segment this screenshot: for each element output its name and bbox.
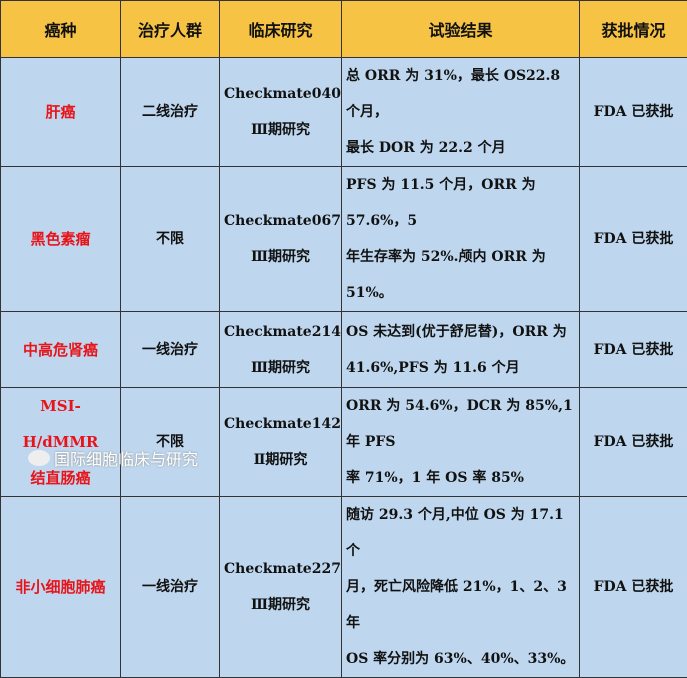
approval-cell: FDA 已获批: [580, 312, 687, 388]
study-cell-line: Checkmate067: [224, 203, 337, 239]
approval-cell: FDA 已获批: [580, 388, 687, 497]
result-cell-line: 总 ORR 为 31%，最长 OS22.8 个月，: [346, 58, 575, 130]
result-cell-line: 最长 DOR 为 22.2 个月: [346, 130, 575, 166]
cancer-cell: 中高危肾癌: [1, 312, 121, 388]
result-cell: 总 ORR 为 31%，最长 OS22.8 个月，最长 DOR 为 22.2 个…: [342, 58, 580, 167]
cancer-cell-line: 黑色素瘤: [5, 221, 116, 257]
result-cell-line: ORR 为 54.6%，DCR 为 85%,1 年 PFS: [346, 388, 575, 460]
approval-cell: FDA 已获批: [580, 58, 687, 167]
study-cell-line: Ⅲ期研究: [224, 587, 337, 623]
population-cell: 不限: [121, 388, 220, 497]
result-cell-line: 随访 29.3 个月,中位 OS 为 17.1 个: [346, 497, 575, 569]
result-cell-line: OS 未达到(优于舒尼替)，ORR 为: [346, 314, 575, 350]
cancer-cell-line: 非小细胞肺癌: [5, 569, 116, 605]
population-cell: 一线治疗: [121, 312, 220, 388]
result-cell-line: 年生存率为 52%.颅内 ORR 为 51%。: [346, 239, 575, 311]
column-header: 治疗人群: [121, 1, 220, 58]
wechat-icon: [28, 450, 50, 466]
cancer-cell: 非小细胞肺癌: [1, 497, 121, 678]
study-cell-line: Ⅱ期研究: [224, 442, 337, 478]
approval-cell: FDA 已获批: [580, 497, 687, 678]
result-cell-line: OS 率分别为 63%、40%、33%。: [346, 641, 575, 677]
cancer-cell-line: 肝癌: [5, 94, 116, 130]
study-cell-line: Ⅲ期研究: [224, 112, 337, 148]
cancer-cell-line: 中高危肾癌: [5, 332, 116, 368]
population-cell: 一线治疗: [121, 497, 220, 678]
study-cell-line: Checkmate214: [224, 314, 337, 350]
column-header: 癌种: [1, 1, 121, 58]
result-cell: 随访 29.3 个月,中位 OS 为 17.1 个月，死亡风险降低 21%，1、…: [342, 497, 580, 678]
result-cell-line: 月，死亡风险降低 21%，1、2、3 年: [346, 569, 575, 641]
study-cell-line: Ⅲ期研究: [224, 350, 337, 386]
cancer-cell: 肝癌: [1, 58, 121, 167]
study-cell-line: Checkmate142: [224, 406, 337, 442]
study-cell-line: Checkmate227: [224, 551, 337, 587]
result-cell-line: PFS 为 11.5 个月，ORR 为 57.6%，5: [346, 167, 575, 239]
study-cell-line: Checkmate040: [224, 76, 337, 112]
column-header: 获批情况: [580, 1, 687, 58]
result-cell-line: 率 71%，1 年 OS 率 85%: [346, 460, 575, 496]
watermark: 国际细胞临床与研究: [28, 446, 198, 470]
cancer-cell: 黑色素瘤: [1, 167, 121, 312]
study-cell-line: Ⅲ期研究: [224, 239, 337, 275]
result-cell-line: 41.6%,PFS 为 11.6 个月: [346, 350, 575, 386]
column-header: 试验结果: [342, 1, 580, 58]
approval-cell: FDA 已获批: [580, 167, 687, 312]
population-cell: 二线治疗: [121, 58, 220, 167]
column-header: 临床研究: [220, 1, 342, 58]
header-row: 癌种治疗人群临床研究试验结果获批情况: [1, 1, 687, 58]
population-cell: 不限: [121, 167, 220, 312]
